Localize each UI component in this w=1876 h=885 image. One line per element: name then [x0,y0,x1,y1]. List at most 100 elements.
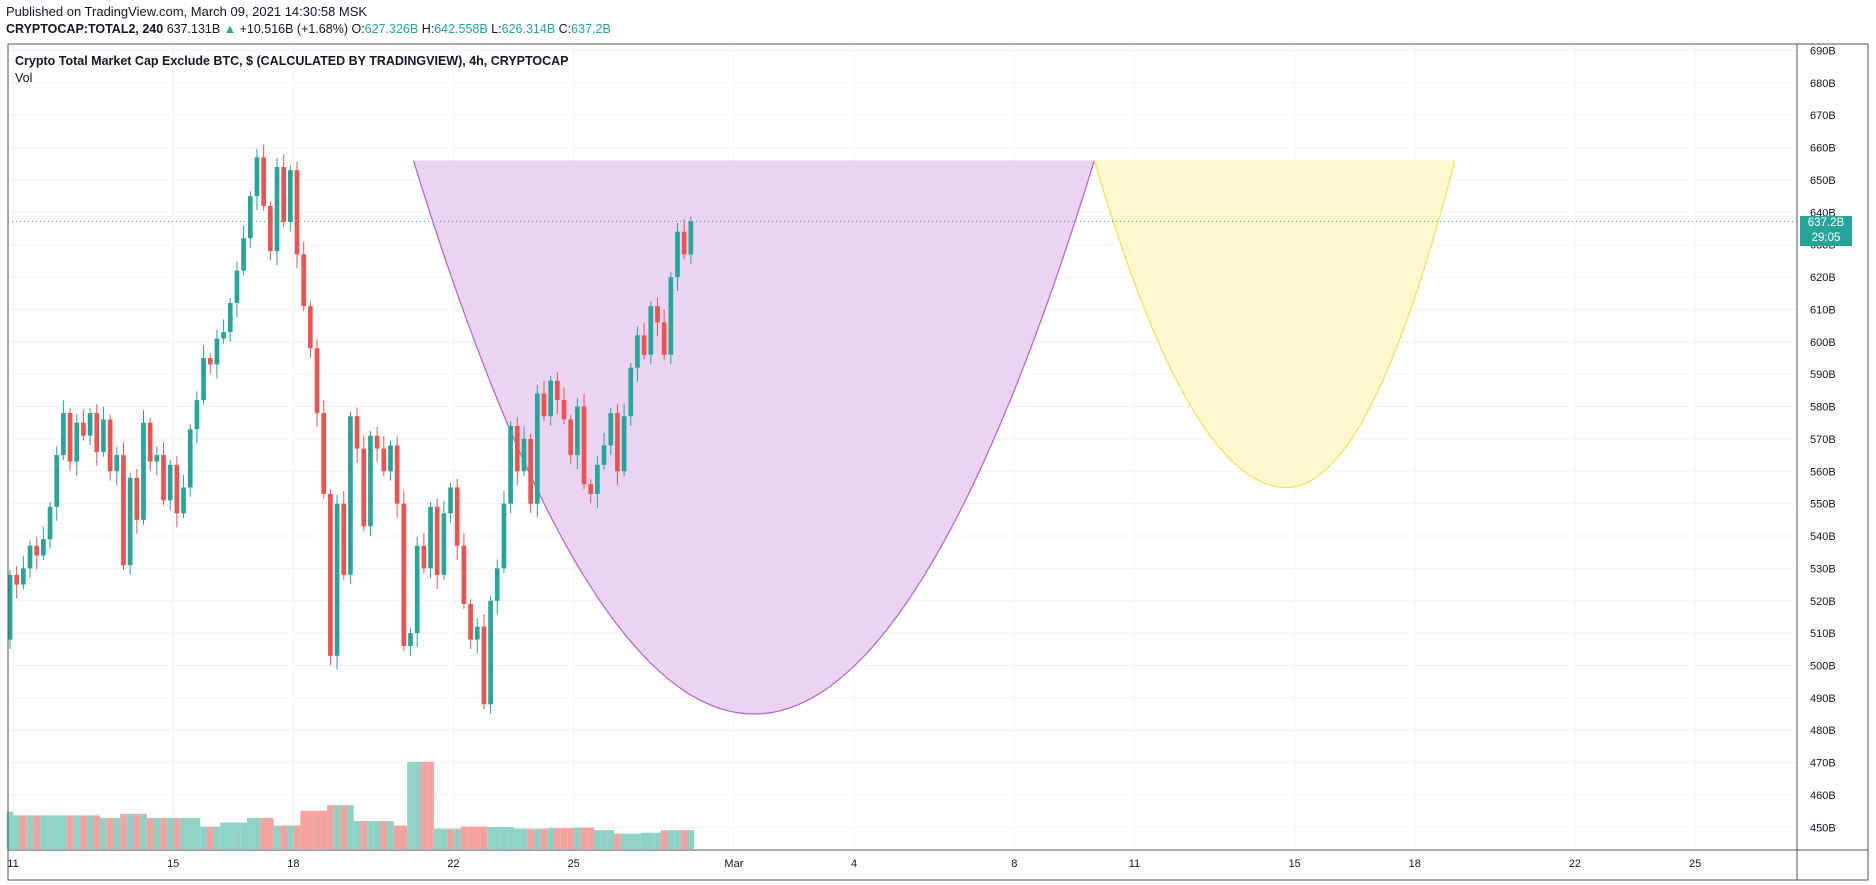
candle-body [221,332,226,339]
candle-body [141,422,146,520]
candle-body [601,445,607,465]
candle-body [227,302,233,333]
candle-body [421,545,427,569]
y-tick-label: 560B [1810,466,1836,478]
x-tick-label: 18 [1409,858,1421,870]
candle-body [241,238,246,271]
candle-body [334,503,340,656]
candle-body [575,406,580,456]
x-tick-label: 11 [1129,858,1140,870]
y-tick-label: 550B [1810,499,1836,511]
volume-bar [413,761,421,849]
candle-body [201,357,206,401]
y-tick-label: 580B [1810,402,1836,414]
x-tick-label: 25 [568,858,580,870]
volume-bar [166,817,174,849]
volume-bar [233,822,241,849]
candle-body [454,487,460,546]
candle-body [348,416,353,575]
candle-body [388,445,393,472]
y-tick-label: 530B [1810,563,1836,575]
volume-bar [253,817,261,849]
y-tick-label: 690B [1810,45,1836,57]
candle-body [274,167,280,252]
volume-bar [400,825,408,849]
candle-body [167,464,173,501]
cup-shape-outline [412,160,1095,715]
last-price-tag: 637.2B [1800,216,1852,231]
chart-title: Crypto Total Market Cap Exclude BTC, $ (… [15,54,569,68]
candle-body [514,425,520,472]
close-label: C: [558,22,572,36]
candle-body [41,539,46,556]
candle-body [81,422,86,436]
volume-bar [307,810,314,849]
y-tick-label: 540B [1810,531,1836,543]
candle-body [555,380,560,401]
candle-body [261,157,266,206]
volume-bar [560,828,568,849]
candle-body [668,277,674,355]
volume-bar [73,815,81,849]
volume-bar [353,820,361,849]
candle-body [501,503,507,569]
volume-bar [60,815,67,849]
candle-body [628,367,634,417]
last-price: 637.131B [166,22,221,36]
volume-bar [547,828,555,849]
volume-bar [327,805,334,849]
volume-bar [533,828,541,849]
symbol-name: CRYPTOCAP:TOTAL2, 240 [6,22,164,36]
y-tick-label: 590B [1810,369,1836,381]
x-tick-label: 15 [167,858,179,870]
volume-bar [260,817,267,849]
volume-bar [520,828,528,849]
volume-bar [574,827,581,849]
candle-body [214,338,220,365]
volume-bar [213,826,221,849]
projection-shape-outline [1093,160,1456,489]
volume-bar [527,828,534,849]
volume-bar [320,810,328,849]
candle-body [474,626,480,640]
candle-body [308,306,313,349]
candle-body [207,357,213,365]
candle-body [281,167,287,223]
candle-body [508,425,513,504]
candle-body [181,487,186,514]
open-value: 627.326B [364,22,419,36]
candle-body [294,170,300,255]
volume-bar [420,761,428,849]
candle-body [534,393,540,504]
volume-bar [133,813,141,849]
volume-bar [594,830,601,849]
volume-bar [113,817,121,849]
candle-body [401,503,407,647]
candle-body [7,574,13,640]
volume-legend[interactable]: Vol [15,71,33,85]
y-tick-label: 610B [1810,304,1836,316]
candle-body [408,633,413,647]
candle-body [234,270,240,303]
candle-body [174,464,180,514]
volume-bar [333,805,341,849]
candle-body [595,464,600,494]
y-tick-label: 470B [1810,758,1836,770]
volume-bar [140,813,147,849]
volume-bar [620,833,628,849]
volume-bar [473,826,481,849]
candle-body [581,406,587,485]
volume-bar [407,761,414,849]
candle-body [361,448,367,527]
volume-bar [287,825,294,849]
low-value: 626.314B [501,22,556,36]
volume-bar [120,813,127,849]
candle-body [61,413,66,456]
volume-bar [634,833,641,849]
chart-frame [7,43,1869,881]
candle-body [47,506,53,540]
volume-bar [33,815,41,849]
volume-bar [186,817,194,849]
volume-bar [647,832,655,849]
